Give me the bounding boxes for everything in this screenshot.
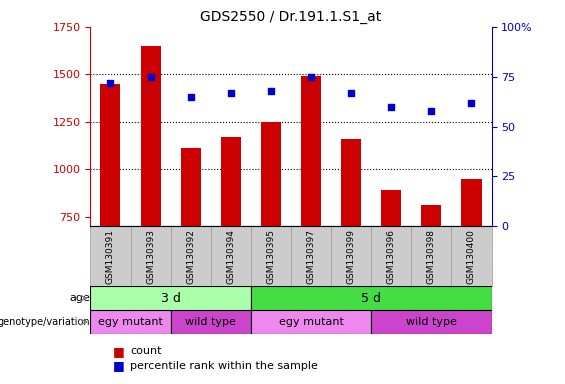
Text: GSM130398: GSM130398 [427,229,436,284]
Bar [221,137,241,226]
Text: GSM130395: GSM130395 [267,229,275,284]
Text: GSM130392: GSM130392 [186,229,195,284]
Point [146,74,155,80]
Bar [371,310,492,334]
Point [347,89,356,96]
Text: GSM130399: GSM130399 [347,229,355,284]
Bar [462,179,481,226]
Point [306,74,315,80]
Bar [251,226,291,286]
Bar [141,46,160,226]
Bar [291,226,331,286]
Bar [90,310,171,334]
Text: count: count [130,346,162,356]
Point [267,88,276,94]
Bar [261,122,281,226]
Bar [171,310,251,334]
Bar [181,149,201,226]
Text: ■: ■ [113,345,125,358]
Text: egy mutant: egy mutant [279,317,344,327]
Bar [131,226,171,286]
Point [226,89,236,96]
Bar [211,226,251,286]
Bar [90,226,131,286]
Text: wild type: wild type [185,317,236,327]
Bar [101,84,120,226]
Point [427,108,436,114]
Text: percentile rank within the sample: percentile rank within the sample [130,361,318,371]
Text: 5 d: 5 d [361,292,381,305]
Bar [171,226,211,286]
Text: GSM130394: GSM130394 [227,229,235,284]
Bar [411,226,451,286]
Point [387,104,396,110]
Bar [451,226,492,286]
Text: GSM130400: GSM130400 [467,229,476,284]
Point [186,94,195,100]
Bar [371,226,411,286]
Bar [331,226,371,286]
Point [467,99,476,106]
Text: GSM130397: GSM130397 [307,229,315,284]
Bar [251,310,371,334]
Bar [90,286,251,310]
Bar [251,286,492,310]
Bar [341,139,361,226]
Text: ■: ■ [113,359,125,372]
Text: GSM130391: GSM130391 [106,229,115,284]
Text: GSM130396: GSM130396 [387,229,396,284]
Text: egy mutant: egy mutant [98,317,163,327]
Text: wild type: wild type [406,317,457,327]
Point [106,79,115,86]
Text: age: age [69,293,90,303]
Text: GSM130393: GSM130393 [146,229,155,284]
Bar [301,76,321,226]
Text: genotype/variation: genotype/variation [0,317,90,327]
Text: 3 d: 3 d [160,292,181,305]
Bar [421,205,441,226]
Title: GDS2550 / Dr.191.1.S1_at: GDS2550 / Dr.191.1.S1_at [201,10,381,25]
Bar [381,190,401,226]
